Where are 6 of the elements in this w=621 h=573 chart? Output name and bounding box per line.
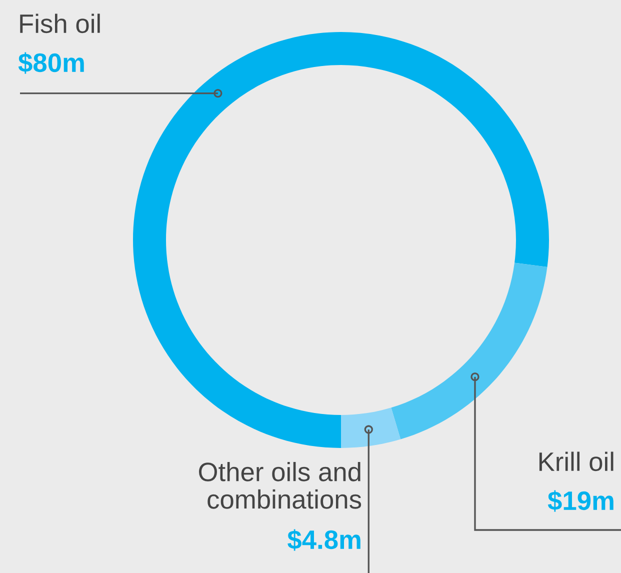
slice-label: Other oils and combinations bbox=[198, 462, 362, 509]
slice-label: Fish oil bbox=[20, 14, 100, 34]
data-label: $19m bbox=[548, 490, 614, 512]
data-label: $4.8m bbox=[288, 529, 360, 551]
data-label: $80m bbox=[18, 52, 84, 74]
slice-label: Krill oil bbox=[539, 452, 614, 472]
